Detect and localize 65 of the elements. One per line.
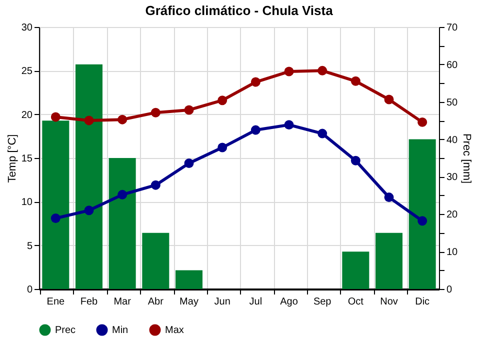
- point: [318, 128, 328, 138]
- bar: [408, 139, 436, 289]
- point: [118, 114, 128, 124]
- bar: [342, 252, 370, 289]
- y-tick-label: 10: [21, 197, 33, 208]
- x-tick-label: Jul: [249, 296, 262, 308]
- point: [250, 77, 260, 87]
- point: [218, 142, 228, 152]
- point: [150, 180, 160, 190]
- x-tick-label: Nov: [380, 296, 398, 308]
- y-tick-label: 30: [21, 22, 33, 34]
- bar: [142, 232, 170, 289]
- x-tick-label: Jun: [214, 296, 230, 308]
- y2-tick-label: 60: [446, 60, 458, 71]
- point: [284, 66, 294, 76]
- y-tick-label: 20: [21, 110, 33, 121]
- point: [350, 156, 360, 166]
- y2-tick-label: 40: [446, 134, 458, 146]
- bar: [42, 120, 70, 289]
- legend-label: Min: [112, 325, 128, 336]
- point: [284, 120, 294, 130]
- point: [50, 214, 60, 223]
- point: [184, 105, 194, 115]
- point: [50, 112, 60, 122]
- point: [218, 96, 228, 106]
- point: [384, 94, 394, 104]
- point: [350, 76, 360, 86]
- chart-title: Gráfico climático - Chula Vista: [145, 3, 334, 18]
- point: [118, 190, 128, 200]
- y2-tick-label: 10: [446, 247, 458, 258]
- bar: [76, 64, 102, 289]
- x-tick-label: Ago: [280, 296, 298, 308]
- y2-tick-label: 0: [446, 284, 452, 296]
- y2-tick-label: 20: [446, 210, 458, 221]
- x-tick-label: Mar: [114, 296, 132, 308]
- point: [250, 125, 260, 135]
- bar: [108, 158, 136, 289]
- x-tick-label: Sep: [313, 296, 332, 308]
- point: [184, 158, 194, 168]
- y2-tick-label: 30: [446, 172, 458, 184]
- point: [150, 108, 160, 118]
- point: [418, 117, 428, 127]
- x-tick-label: Abr: [148, 296, 164, 308]
- point: [384, 192, 394, 202]
- bar: [376, 232, 402, 289]
- y-tick-label: 5: [26, 240, 33, 252]
- y-axis-title: Temp [°C]: [6, 134, 18, 183]
- y2-tick-label: 50: [446, 97, 458, 108]
- y-tick-label: 25: [21, 66, 33, 78]
- x-tick-label: Ene: [46, 296, 65, 308]
- point: [318, 66, 328, 76]
- y-tick-label: 0: [26, 284, 33, 296]
- point: [84, 116, 94, 126]
- legend-label: Prec: [55, 325, 76, 336]
- y-tick-label: 15: [21, 154, 33, 164]
- point: [84, 206, 94, 216]
- bar: [176, 270, 202, 289]
- legend-label: Max: [165, 325, 184, 336]
- y2-tick-label: 70: [446, 22, 458, 34]
- x-tick-label: Dic: [415, 296, 430, 308]
- x-tick-label: Oct: [348, 296, 364, 308]
- x-tick-label: May: [180, 296, 198, 308]
- x-tick-label: Feb: [80, 296, 98, 308]
- point: [418, 216, 428, 226]
- y2-axis-title: Prec [mm]: [460, 133, 473, 184]
